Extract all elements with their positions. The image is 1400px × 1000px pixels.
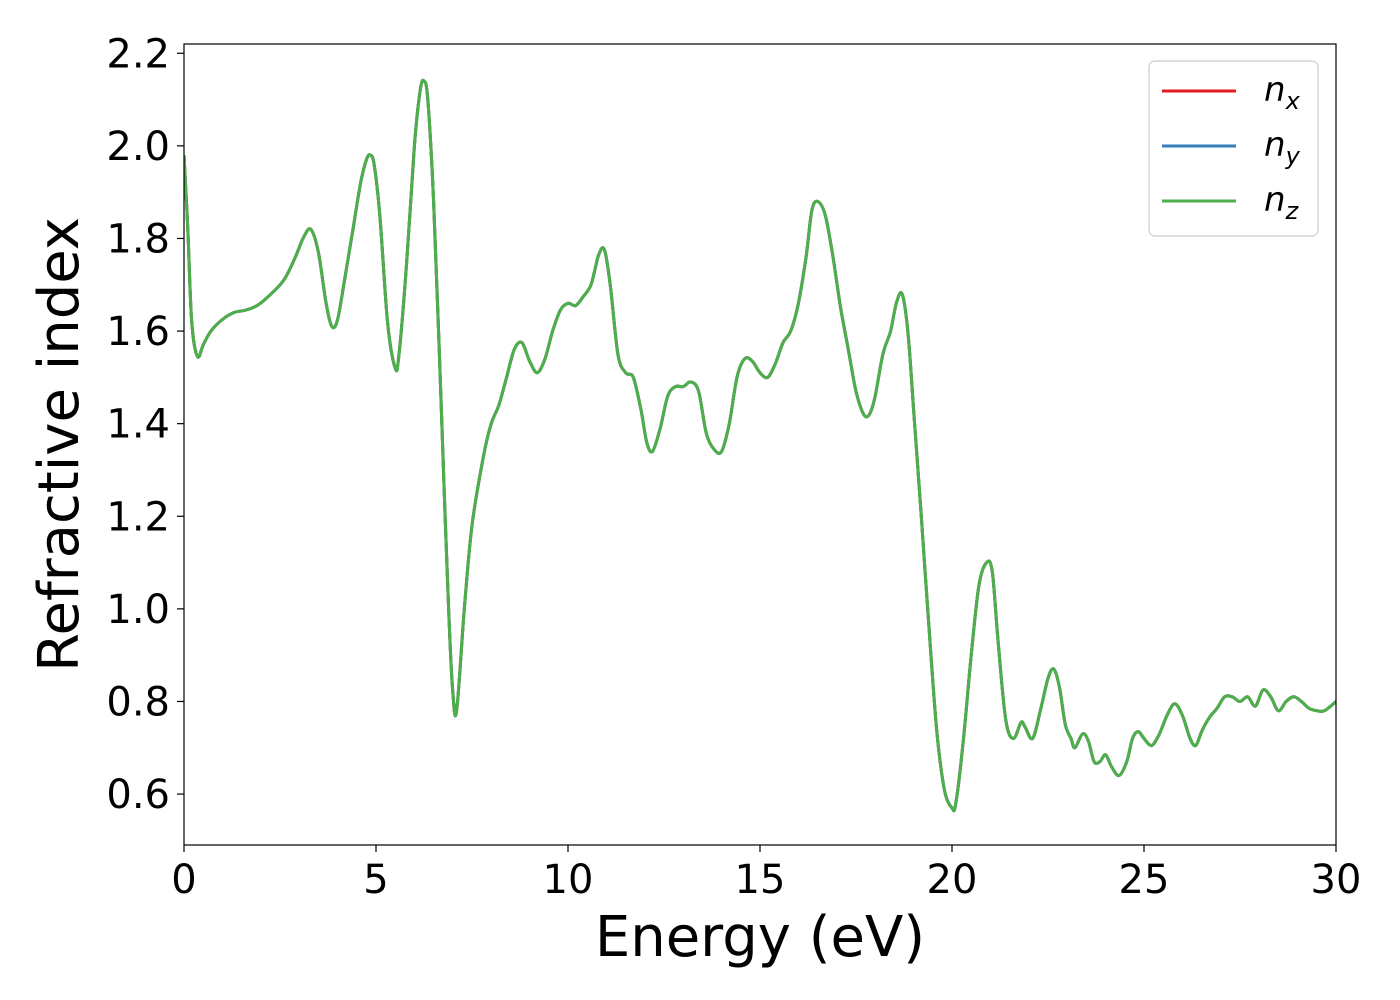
x-tick-label: 0 [171, 857, 196, 903]
legend: nx ny nz [1148, 60, 1319, 237]
y-axis: 0.6 0.8 1.0 1.2 1.4 1.6 1.8 2.0 2.2 [106, 31, 184, 818]
y-tick-label: 0.8 [106, 679, 170, 725]
legend-label-n-x: nx [1264, 70, 1301, 115]
x-tick-label: 10 [543, 857, 594, 903]
x-tick-label: 25 [1119, 857, 1170, 903]
legend-label-n-z: nz [1264, 180, 1300, 225]
legend-box [1148, 60, 1319, 237]
x-tick-label: 15 [735, 857, 786, 903]
y-tick-label: 2.2 [106, 31, 170, 77]
y-axis-label: Refractive index [27, 217, 92, 672]
legend-label-n-y: ny [1264, 125, 1301, 170]
y-tick-label: 1.2 [106, 494, 170, 540]
y-tick-label: 1.6 [106, 309, 170, 355]
y-tick-label: 1.8 [106, 216, 170, 262]
y-tick-label: 0.6 [106, 772, 170, 818]
x-tick-label: 20 [927, 857, 978, 903]
y-tick-label: 1.4 [106, 402, 170, 448]
y-tick-label: 2.0 [106, 124, 170, 170]
x-tick-label: 30 [1311, 857, 1362, 903]
x-axis: 0 5 10 15 20 25 30 [171, 845, 1361, 903]
y-tick-label: 1.0 [106, 587, 170, 633]
series-layer [184, 78, 1336, 813]
series-line-n-z [184, 78, 1336, 813]
x-tick-label: 5 [363, 857, 388, 903]
x-axis-label: Energy (eV) [595, 905, 925, 970]
